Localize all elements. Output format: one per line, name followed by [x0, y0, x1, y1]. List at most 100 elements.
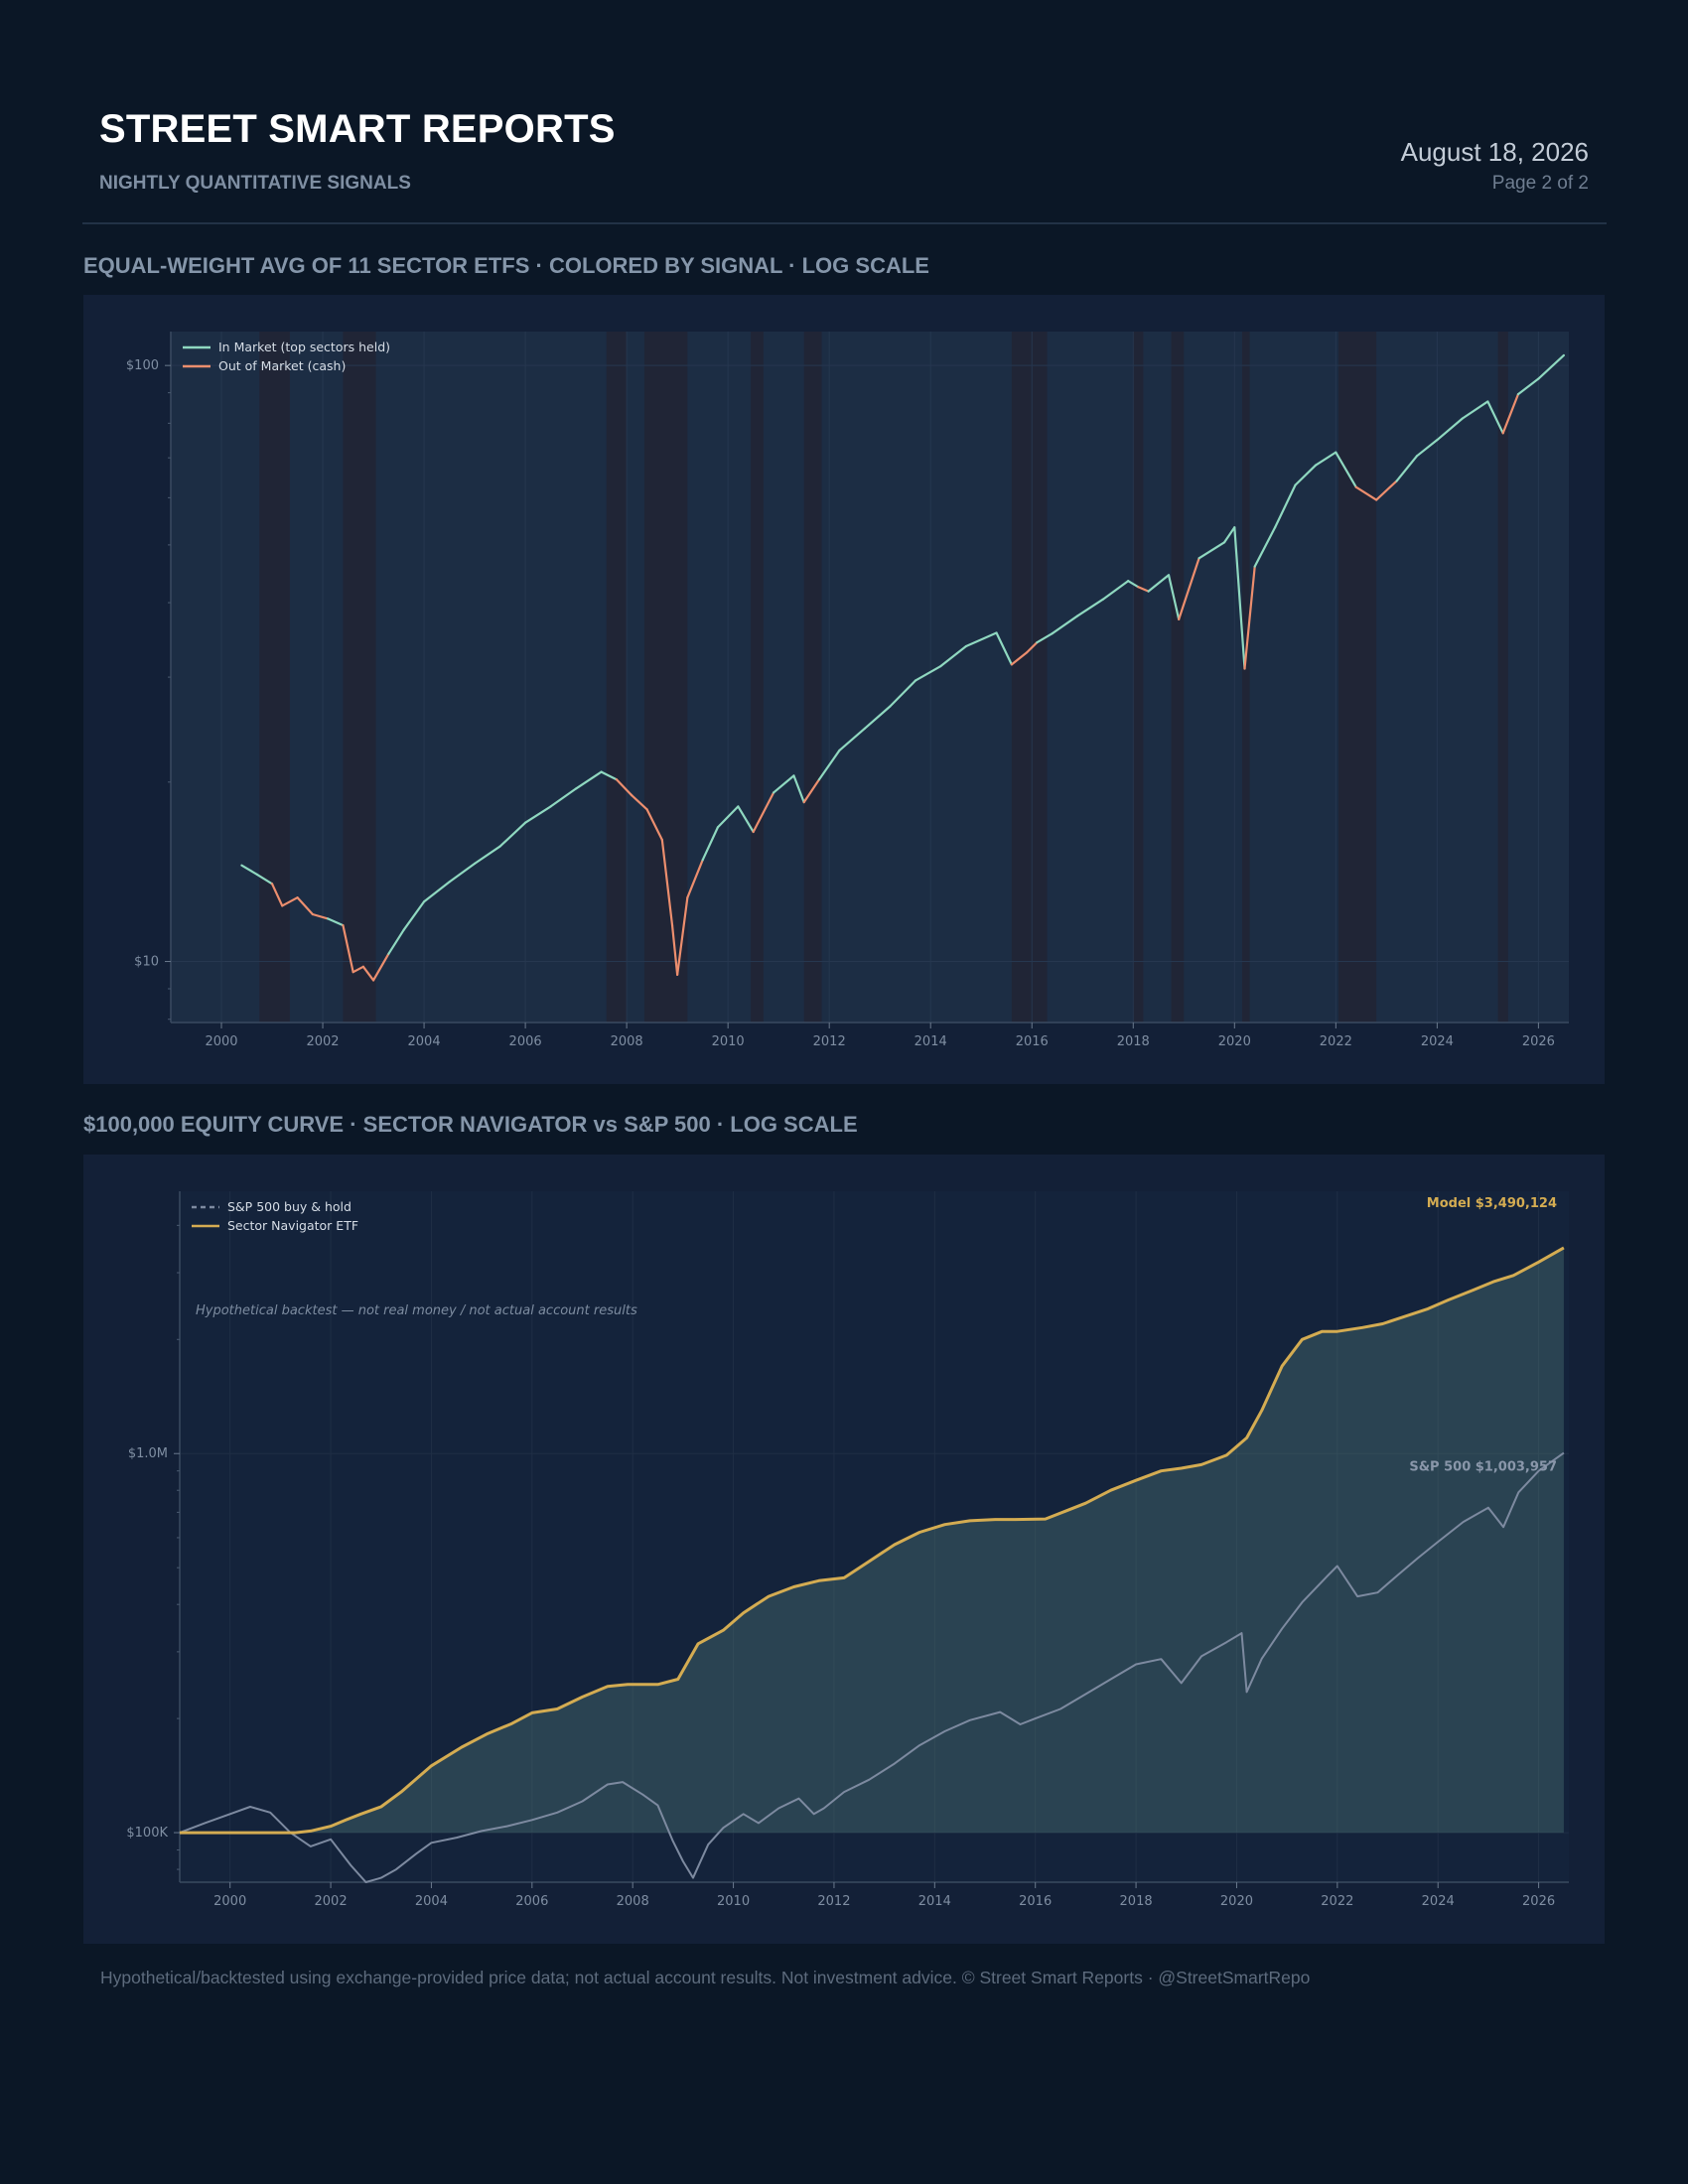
- signal-segment-in: [1436, 417, 1464, 442]
- signal-segment-in: [575, 770, 603, 790]
- signal-segment-in: [1461, 400, 1489, 420]
- x-tick-label: 2010: [717, 1894, 750, 1909]
- signal-segment-in: [255, 873, 274, 886]
- y-tick-label: $100: [126, 358, 159, 373]
- sector-average-chart: $10 $100 2000 2002 2004 2006 2008 2010 2012 2014 2…: [126, 332, 1569, 1049]
- signal-segment-out: [1026, 641, 1039, 654]
- legend-label-0: S&P 500 buy & hold: [227, 1199, 352, 1214]
- x-tick-label: 2004: [408, 1034, 441, 1049]
- x-tick-label: 2004: [415, 1894, 448, 1909]
- signal-segment-in: [1335, 451, 1357, 488]
- x-tick-label: 2026: [1522, 1034, 1555, 1049]
- signal-segment-in: [1314, 451, 1337, 467]
- x-tick-label: 2006: [509, 1034, 542, 1049]
- cash-period-band-10: [1337, 332, 1377, 1023]
- signal-segment-in: [1253, 526, 1277, 568]
- cash-period-band-6: [1011, 332, 1048, 1023]
- signal-segment-in: [889, 679, 917, 708]
- cash-period-band-1: [343, 332, 376, 1023]
- signal-segment-in: [1486, 400, 1504, 435]
- signal-segment-out: [281, 896, 299, 907]
- x-tick-label: 2012: [817, 1894, 850, 1909]
- equity-chart-panel: $100K $1.0M 2000 2002 2004 2006 2008 2010 2012 20…: [83, 1155, 1605, 1944]
- report-header: STREET SMART REPORTS NIGHTLY QUANTITATIV…: [99, 107, 1589, 206]
- signal-segment-out: [670, 923, 679, 977]
- x-tick-label: 2020: [1220, 1894, 1253, 1909]
- cash-period-band-9: [1241, 332, 1250, 1023]
- x-tick-label: 2014: [918, 1894, 951, 1909]
- signal-segment-in: [772, 774, 795, 794]
- signal-segment-in: [817, 749, 841, 781]
- model-end-label: Model $3,490,124: [1427, 1196, 1557, 1211]
- signal-segment-out: [686, 859, 704, 899]
- signal-segment-out: [1375, 479, 1398, 501]
- model-outperformance-area: [180, 1247, 1564, 1834]
- signal-segment-out: [752, 791, 775, 834]
- signal-segment-in: [1051, 614, 1079, 635]
- signal-segment-in: [1274, 483, 1297, 529]
- signal-segment-out: [615, 778, 633, 797]
- x-tick-label: 2016: [1016, 1034, 1049, 1049]
- signal-segment-out: [342, 923, 354, 974]
- x-tick-label: 2000: [213, 1894, 246, 1909]
- signal-segment-in: [1537, 353, 1565, 380]
- signal-segment-in: [327, 917, 345, 927]
- signal-segment-out: [311, 912, 330, 920]
- signal-segment-out: [270, 883, 284, 907]
- x-tick-label: 2024: [1422, 1894, 1455, 1909]
- signal-segment-out: [296, 896, 314, 916]
- signal-segment-in: [524, 805, 552, 824]
- signal-segment-out: [1501, 392, 1520, 435]
- report-subtitle: NIGHTLY QUANTITATIVE SIGNALS: [99, 173, 411, 194]
- signal-segment-out: [371, 952, 390, 982]
- x-tick-label: 2012: [813, 1034, 846, 1049]
- signal-segment-in: [1197, 541, 1226, 560]
- signal-segment-in: [1127, 580, 1140, 589]
- signal-segment-in: [1167, 574, 1181, 621]
- cash-period-band-8: [1171, 332, 1185, 1023]
- signal-segment-in: [1223, 526, 1236, 544]
- signal-segment-in: [1415, 439, 1439, 458]
- header-divider: [82, 222, 1607, 224]
- cash-period-band-7: [1133, 332, 1144, 1023]
- signal-segment-in: [1036, 632, 1054, 644]
- sp500-end-label: S&P 500 $1,003,957: [1409, 1460, 1557, 1475]
- report-title: STREET SMART REPORTS: [99, 107, 616, 151]
- signal-segment-out: [1243, 565, 1256, 670]
- signal-segment-out: [676, 896, 689, 977]
- signal-segment-in: [549, 787, 578, 808]
- signal-segment-in: [600, 770, 619, 781]
- signal-segment-in: [863, 705, 892, 730]
- signal-segment-in: [240, 864, 258, 876]
- x-tick-label: 2002: [315, 1894, 348, 1909]
- signal-segment-in: [1395, 455, 1419, 482]
- y-tick-label: $10: [134, 955, 159, 970]
- cash-period-band-0: [259, 332, 290, 1023]
- signal-segment-in: [939, 644, 968, 668]
- signal-segment-in: [498, 821, 527, 848]
- x-tick-label: 2010: [712, 1034, 745, 1049]
- x-tick-label: 2022: [1321, 1894, 1353, 1909]
- cash-period-band-5: [803, 332, 822, 1023]
- signal-segment-out: [1010, 651, 1029, 666]
- x-tick-label: 2014: [914, 1034, 947, 1049]
- x-tick-label: 2016: [1019, 1894, 1052, 1909]
- signal-segment-out: [631, 794, 648, 811]
- signal-segment-out: [660, 838, 674, 927]
- legend-label-1: Out of Market (cash): [218, 358, 346, 373]
- page-number: Page 2 of 2: [1491, 173, 1589, 194]
- signal-segment-in: [716, 805, 740, 829]
- x-tick-label: 2020: [1218, 1034, 1251, 1049]
- legend-label-0: In Market (top sectors held): [218, 340, 390, 354]
- signal-segment-out: [645, 808, 663, 842]
- signal-segment-out: [361, 965, 375, 982]
- backtest-annotation: Hypothetical backtest — not real money /…: [196, 1303, 637, 1318]
- x-tick-label: 2002: [306, 1034, 339, 1049]
- x-tick-label: 2000: [205, 1034, 237, 1049]
- signal-segment-in: [1233, 526, 1246, 670]
- x-tick-label: 2008: [611, 1034, 643, 1049]
- sector-chart-title: EQUAL-WEIGHT AVG OF 11 SECTOR ETFS · COL…: [83, 253, 929, 278]
- sp500-line: [179, 1451, 1565, 1883]
- signal-segment-out: [1354, 485, 1378, 501]
- signal-segment-out: [802, 778, 821, 804]
